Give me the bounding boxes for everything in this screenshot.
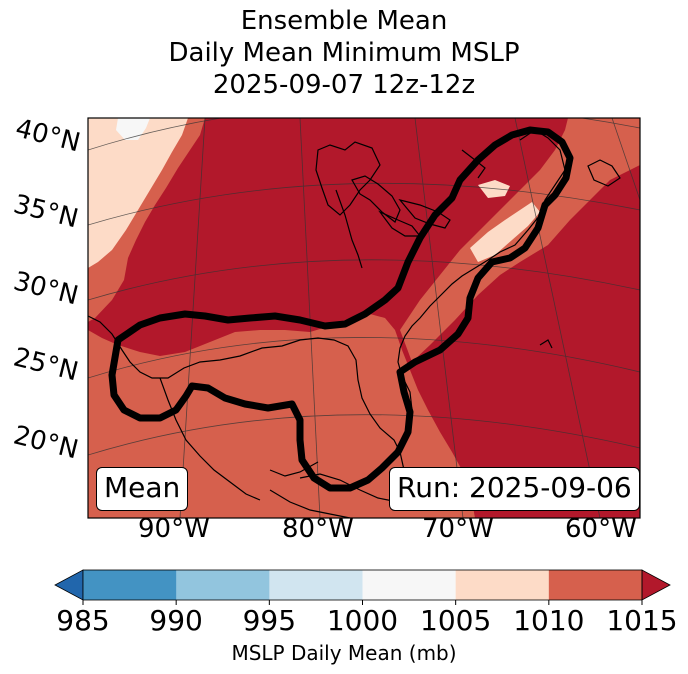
colorbar-extend-low (54, 569, 84, 601)
mslp-region-1005-ne (478, 180, 510, 198)
colorbar-swatch (548, 570, 643, 600)
colorbar-swatch (455, 570, 550, 600)
colorbar-tick-label: 985 (56, 604, 110, 637)
chart-title-line1: Ensemble Mean (240, 6, 448, 36)
mslp-region-1005-coast (470, 202, 540, 262)
colorbar-label: MSLP Daily Mean (mb) (231, 641, 457, 665)
lon-label-60w: 60°W (565, 514, 637, 544)
run-date-box: Run: 2025-09-06 (389, 467, 640, 511)
mslp-region-1005 (88, 118, 188, 268)
colorbar-swatch (269, 570, 363, 600)
colorbar-tick-label: 1015 (606, 604, 678, 637)
colorbar-tick-label: 1000 (326, 604, 399, 637)
lon-label-90w: 90°W (138, 514, 210, 544)
colorbar-swatch (362, 570, 457, 600)
colorbar-swatch (83, 570, 177, 600)
colorbar-swatch (176, 570, 270, 600)
mean-label-box: Mean (96, 467, 189, 511)
chart-title-line2: Daily Mean Minimum MSLP (168, 38, 520, 68)
contour-line (108, 126, 574, 492)
colorbar-tick-label: 1010 (513, 604, 585, 637)
chart-title-line3: 2025-09-07 12z-12z (212, 70, 476, 100)
colorbar-tick-label: 995 (242, 604, 297, 637)
colorbar-extend-high (641, 569, 671, 601)
map-frame (87, 117, 641, 519)
lon-label-70w: 70°W (422, 514, 494, 544)
colorbar-tick-label: 1005 (420, 604, 492, 637)
colorbar-tick-label: 990 (149, 604, 203, 637)
lon-label-80w: 80°W (282, 514, 354, 544)
